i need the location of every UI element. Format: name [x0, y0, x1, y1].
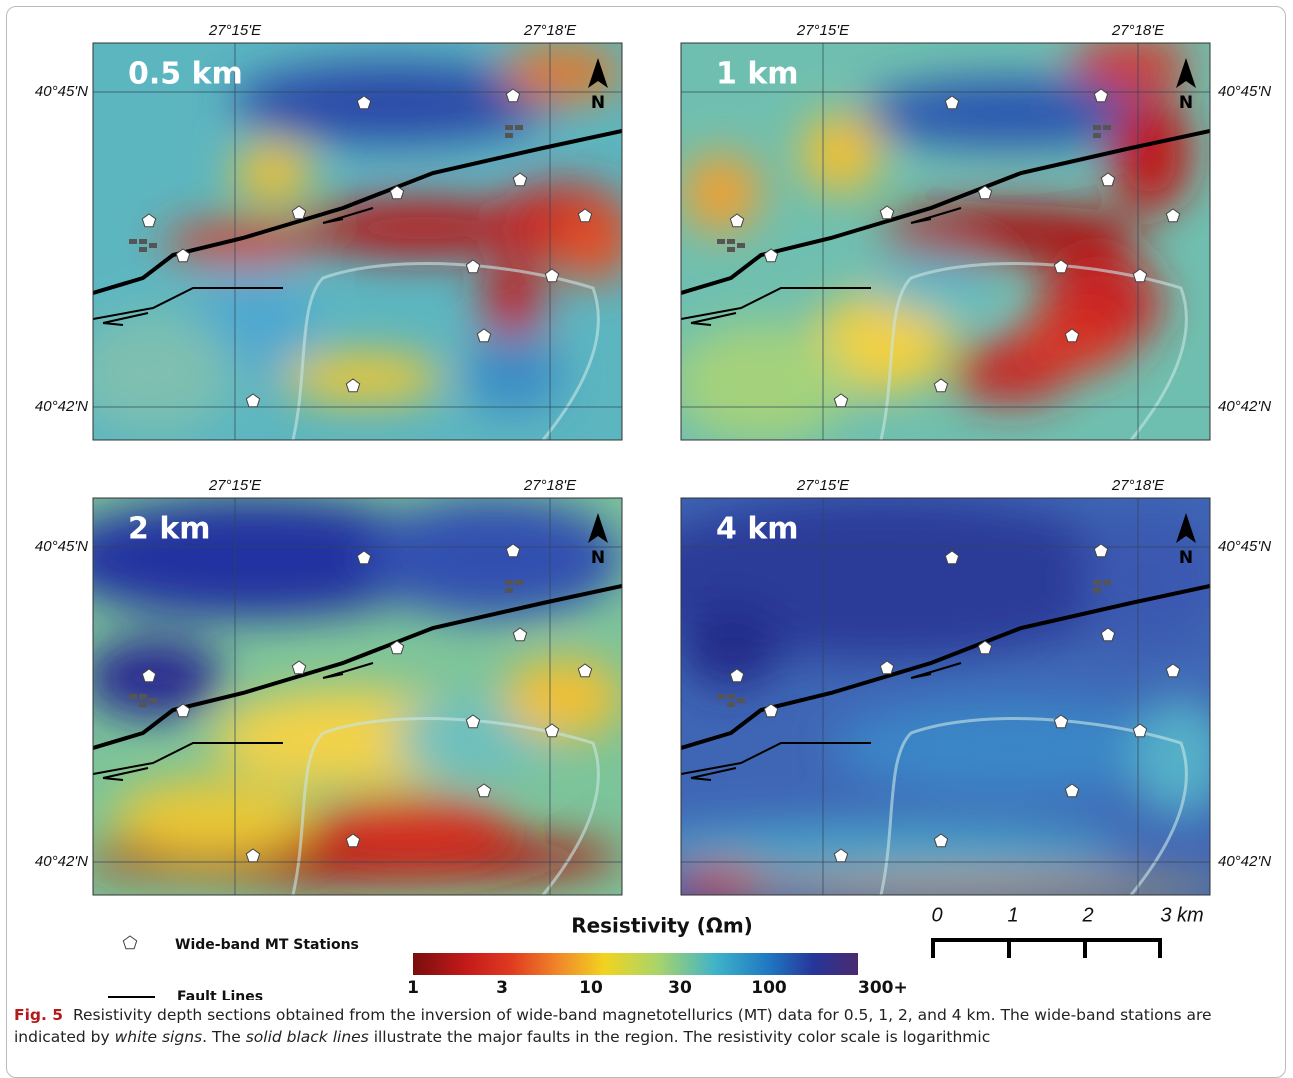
- anomaly: [363, 498, 623, 618]
- anomaly: [881, 205, 1141, 261]
- resistivity-map: [53, 498, 623, 895]
- colorbar-tick-label: 3: [496, 978, 508, 998]
- figure: 0.5 km N 27°15'E 27°18'E 40°45'N 40°42'N 1 km N…: [0, 0, 1293, 1000]
- north-label: N: [1179, 548, 1193, 568]
- colorbar-tick-label: 100: [751, 978, 787, 998]
- lat-label: 40°42'N: [1218, 853, 1271, 870]
- anomaly: [1081, 508, 1221, 648]
- lon-label: 27°18'E: [1111, 477, 1165, 494]
- lon-label: 27°15'E: [208, 477, 262, 494]
- resistivity-map: [621, 498, 1231, 901]
- caption-italic: white signs: [115, 1028, 202, 1046]
- anomaly: [113, 778, 313, 858]
- lon-label: 27°18'E: [1111, 22, 1165, 39]
- anomaly: [631, 823, 1131, 873]
- caption-label: Fig. 5: [14, 1006, 63, 1024]
- depth-label: 4 km: [716, 512, 799, 547]
- legend-station-icon: [123, 936, 136, 949]
- depth-label: 0.5 km: [128, 57, 243, 92]
- anomaly: [1011, 313, 1131, 373]
- scale-bar-label: 1: [1007, 904, 1018, 926]
- colorbar-tick-label: 1: [407, 978, 419, 998]
- lon-label: 27°15'E: [796, 22, 850, 39]
- lon-label: 27°18'E: [523, 477, 577, 494]
- anomaly: [671, 323, 851, 443]
- lat-label: 40°45'N: [1218, 83, 1271, 100]
- anomaly: [1071, 38, 1191, 88]
- colorbar-tick-label: 30: [668, 978, 692, 998]
- anomaly: [553, 203, 633, 283]
- lon-label: 27°18'E: [523, 22, 577, 39]
- map-panel: 0.5 km N 27°15'E 27°18'E 40°45'N 40°42'N: [35, 22, 633, 440]
- anomaly: [681, 153, 761, 233]
- map-panel: 1 km N 27°15'E 27°18'E 40°45'N 40°42'N: [671, 22, 1271, 443]
- map-panel: 2 km N 27°15'E 27°18'E 40°45'N 40°42'N: [35, 477, 623, 895]
- anomaly: [73, 313, 233, 433]
- colorbar-title: Resistivity (Ωm): [571, 914, 753, 938]
- lon-label: 27°15'E: [208, 22, 262, 39]
- depth-label: 2 km: [128, 512, 211, 547]
- anomaly: [871, 253, 991, 313]
- scale-bar-label: 0: [931, 904, 942, 926]
- anomaly: [313, 798, 513, 858]
- anomaly: [463, 333, 563, 413]
- lat-label: 40°42'N: [35, 398, 88, 415]
- anomaly: [801, 113, 881, 193]
- caption-text: illustrate the major faults in the regio…: [369, 1028, 990, 1046]
- lat-label: 40°45'N: [1218, 538, 1271, 555]
- anomaly: [233, 143, 313, 203]
- lon-label: 27°15'E: [796, 477, 850, 494]
- map-panel: 4 km N 27°15'E 27°18'E 40°45'N 40°42'N: [621, 477, 1271, 901]
- resistivity-map: [73, 43, 633, 440]
- lat-label: 40°42'N: [1218, 398, 1271, 415]
- caption: Fig. 5 Resistivity depth sections obtain…: [14, 1004, 1264, 1048]
- colorbar: [413, 953, 858, 975]
- colorbar-tick-label: 10: [579, 978, 603, 998]
- lat-label: 40°45'N: [35, 83, 88, 100]
- legend-faults: Fault Lines: [177, 989, 263, 1000]
- legend-stations: Wide-band MT Stations: [175, 937, 359, 953]
- north-label: N: [591, 548, 605, 568]
- anomaly: [1131, 698, 1231, 818]
- scale-bar-label: 3 km: [1160, 904, 1203, 926]
- scale-bar: [933, 940, 1160, 958]
- lat-label: 40°45'N: [35, 538, 88, 555]
- north-label: N: [591, 93, 605, 113]
- north-label: N: [1179, 93, 1193, 113]
- anomaly: [671, 865, 771, 901]
- depth-label: 1 km: [716, 57, 799, 92]
- scale-bar-label: 2: [1081, 904, 1093, 926]
- page: {"panels":[ {"label":"0.5 km","lon_label…: [0, 0, 1293, 1067]
- lat-label: 40°42'N: [35, 853, 88, 870]
- caption-italic: solid black lines: [246, 1028, 369, 1046]
- colorbar-tick-label: 300+: [858, 978, 908, 998]
- resistivity-map: [671, 38, 1210, 443]
- caption-text: . The: [202, 1028, 246, 1046]
- anomaly: [283, 353, 443, 403]
